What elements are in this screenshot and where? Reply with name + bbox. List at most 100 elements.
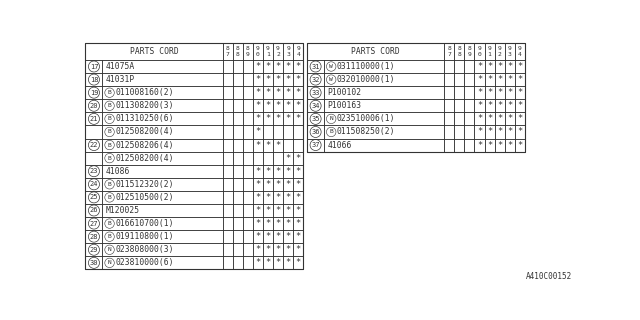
Bar [324,139,444,152]
Bar [102,152,223,165]
Text: PARTS CORD: PARTS CORD [130,47,179,56]
Text: *: * [266,245,271,254]
Text: *: * [255,167,260,176]
Bar [233,99,243,112]
Bar [283,204,293,217]
Bar [243,86,253,99]
Bar [293,152,303,165]
Text: *: * [497,62,502,71]
Bar [505,86,515,99]
Bar [293,73,303,86]
Bar [293,243,303,256]
Bar [515,99,525,112]
Bar [444,125,454,139]
Bar [495,139,505,152]
Bar [505,60,515,73]
Bar [85,243,102,256]
Bar [263,230,273,243]
Text: 031110000(1): 031110000(1) [337,62,396,71]
Bar [465,99,474,112]
Text: 19: 19 [90,90,98,96]
Bar [307,125,324,139]
Text: *: * [497,88,502,97]
Bar [223,125,233,139]
Text: 011008160(2): 011008160(2) [115,88,173,97]
Text: 023510006(1): 023510006(1) [337,114,396,124]
Text: *: * [255,114,260,124]
Text: *: * [255,62,260,71]
Text: *: * [275,101,280,110]
Text: *: * [266,258,271,267]
Bar [243,60,253,73]
Text: *: * [517,140,522,149]
Bar [454,60,465,73]
Bar [263,139,273,152]
Bar [273,256,283,269]
Text: *: * [255,75,260,84]
Bar [293,86,303,99]
Text: 31: 31 [311,63,320,69]
Text: *: * [285,193,291,202]
Bar [85,60,102,73]
Bar [253,256,263,269]
Bar [85,139,102,152]
Text: *: * [275,140,280,149]
Text: *: * [507,114,513,124]
Bar [465,112,474,125]
Text: *: * [507,127,513,136]
Bar [85,217,102,230]
Bar [484,99,495,112]
Bar [484,60,495,73]
Bar [307,112,324,125]
Text: B: B [108,142,111,148]
Bar [233,178,243,191]
Bar [102,256,223,269]
Bar [273,73,283,86]
Bar [102,99,223,112]
Bar [263,178,273,191]
Text: *: * [275,206,280,215]
Bar [243,165,253,178]
Bar [474,139,484,152]
Bar [253,178,263,191]
Bar [454,86,465,99]
Text: *: * [275,114,280,124]
Bar [273,139,283,152]
Text: *: * [517,75,522,84]
Text: 41066: 41066 [327,140,351,149]
Text: *: * [275,245,280,254]
Text: *: * [296,232,301,241]
Bar [102,230,223,243]
Text: 9
3: 9 3 [286,46,290,57]
Bar [484,86,495,99]
Bar [263,204,273,217]
Text: 9
4: 9 4 [518,46,522,57]
Text: *: * [517,62,522,71]
Text: 23: 23 [90,168,98,174]
Bar [233,230,243,243]
Bar [283,243,293,256]
Text: *: * [487,114,492,124]
Text: *: * [507,75,513,84]
Text: *: * [255,219,260,228]
Bar [283,86,293,99]
Bar [515,112,525,125]
Bar [465,60,474,73]
Bar [505,73,515,86]
Text: N: N [108,247,111,252]
Text: *: * [285,154,291,163]
Bar [444,60,454,73]
Text: *: * [275,232,280,241]
Bar [444,43,454,60]
Text: *: * [296,206,301,215]
Text: A410C00152: A410C00152 [526,272,572,281]
Bar [85,125,102,139]
Text: *: * [255,140,260,149]
Bar [293,43,303,60]
Text: *: * [255,245,260,254]
Bar [223,178,233,191]
Bar [515,73,525,86]
Bar [293,139,303,152]
Bar [102,125,223,139]
Bar [223,191,233,204]
